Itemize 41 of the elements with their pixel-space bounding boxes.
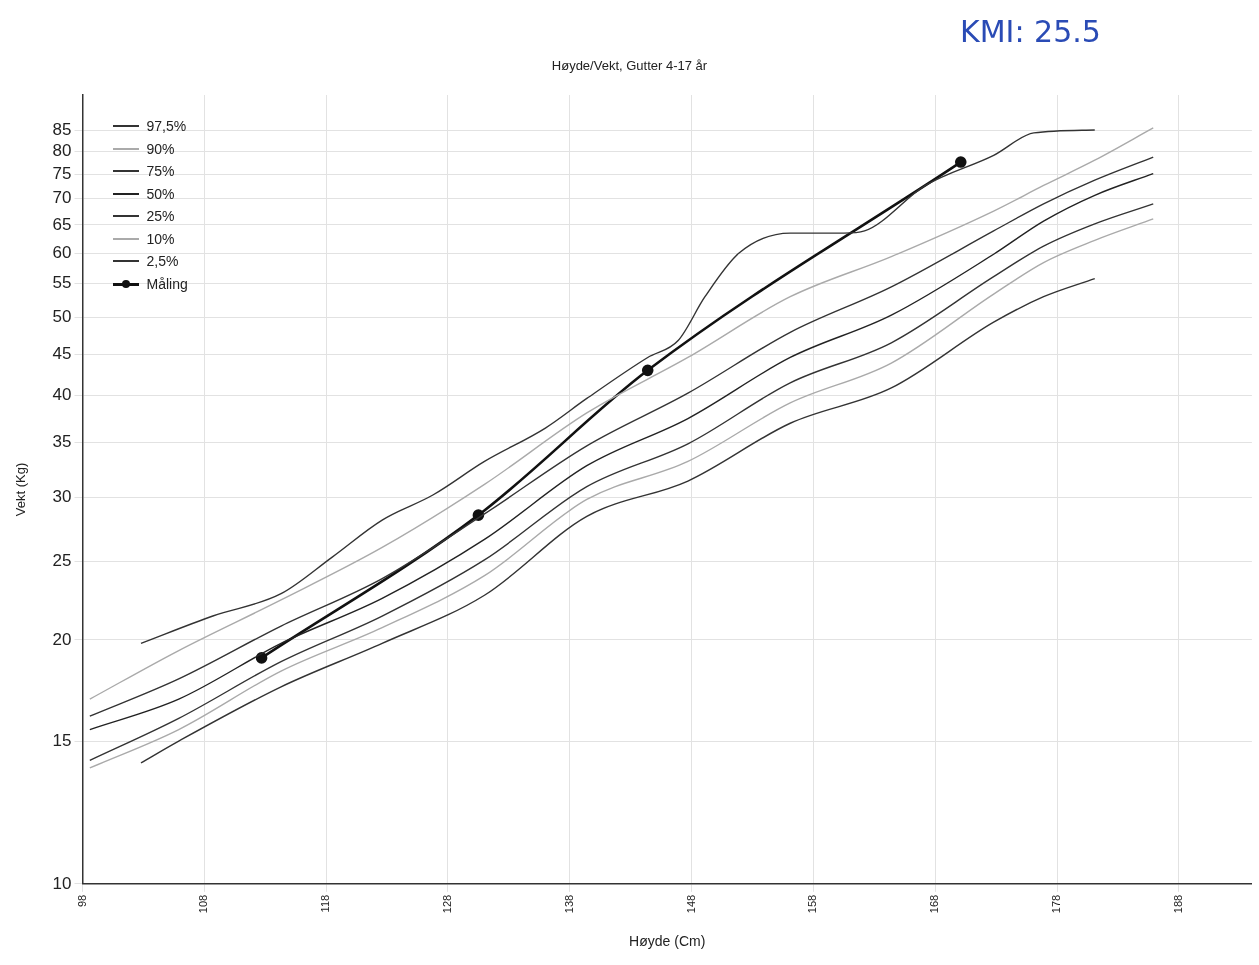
legend-label: 90% [146, 139, 175, 159]
y-tick-label: 40 [52, 385, 72, 405]
x-tick-label: 128 [440, 894, 453, 914]
x-tick-label: 108 [197, 894, 210, 914]
point [954, 156, 967, 168]
x-tick-label: 118 [319, 894, 332, 913]
legend-label: Måling [146, 274, 188, 294]
y-tick-label: 75 [52, 164, 72, 184]
y-tick-label: 70 [52, 188, 72, 208]
y-tick-label: 50 [52, 306, 72, 326]
y-tick-label: 80 [52, 141, 72, 161]
legend-label: 97,5% [146, 117, 187, 136]
x-tick-label: 168 [928, 894, 941, 914]
y-tick-label: 35 [52, 432, 72, 452]
x-tick-label: 138 [562, 894, 575, 914]
chart-title: Høyde/Vekt, Gutter 4-17 år [550, 58, 709, 73]
legend-label: 10% [146, 229, 175, 249]
y-tick-label: 60 [52, 242, 72, 262]
text: KMI: 25.5 [960, 14, 1101, 49]
y-tick-label: 65 [52, 214, 72, 234]
line-series [140, 277, 1096, 764]
legend-label: 2,5% [146, 252, 179, 271]
y-tick-label: 30 [52, 486, 72, 506]
x-tick-label: 158 [806, 894, 819, 914]
y-tick-label: 85 [52, 120, 72, 140]
x-tick-label: 178 [1050, 894, 1063, 914]
legend-label: 50% [146, 184, 175, 204]
y-tick-label: 55 [52, 273, 72, 293]
x-axis-title: Høyde (Cm) [629, 933, 706, 950]
y-tick-label: 20 [52, 629, 72, 649]
legend-label: 75% [146, 162, 175, 181]
x-tick-label: 148 [684, 894, 697, 914]
y-tick-label: 10 [52, 873, 72, 893]
x-tick-label: 188 [1171, 894, 1184, 914]
y-tick-label: 25 [52, 550, 72, 570]
y-tick-label: 45 [52, 344, 72, 364]
y-axis-title: Vekt (Kg) [13, 462, 29, 517]
y-tick-label: 15 [52, 730, 72, 750]
legend-label: 25% [146, 207, 175, 226]
point [641, 364, 654, 377]
x-tick-label: 98 [75, 894, 88, 908]
